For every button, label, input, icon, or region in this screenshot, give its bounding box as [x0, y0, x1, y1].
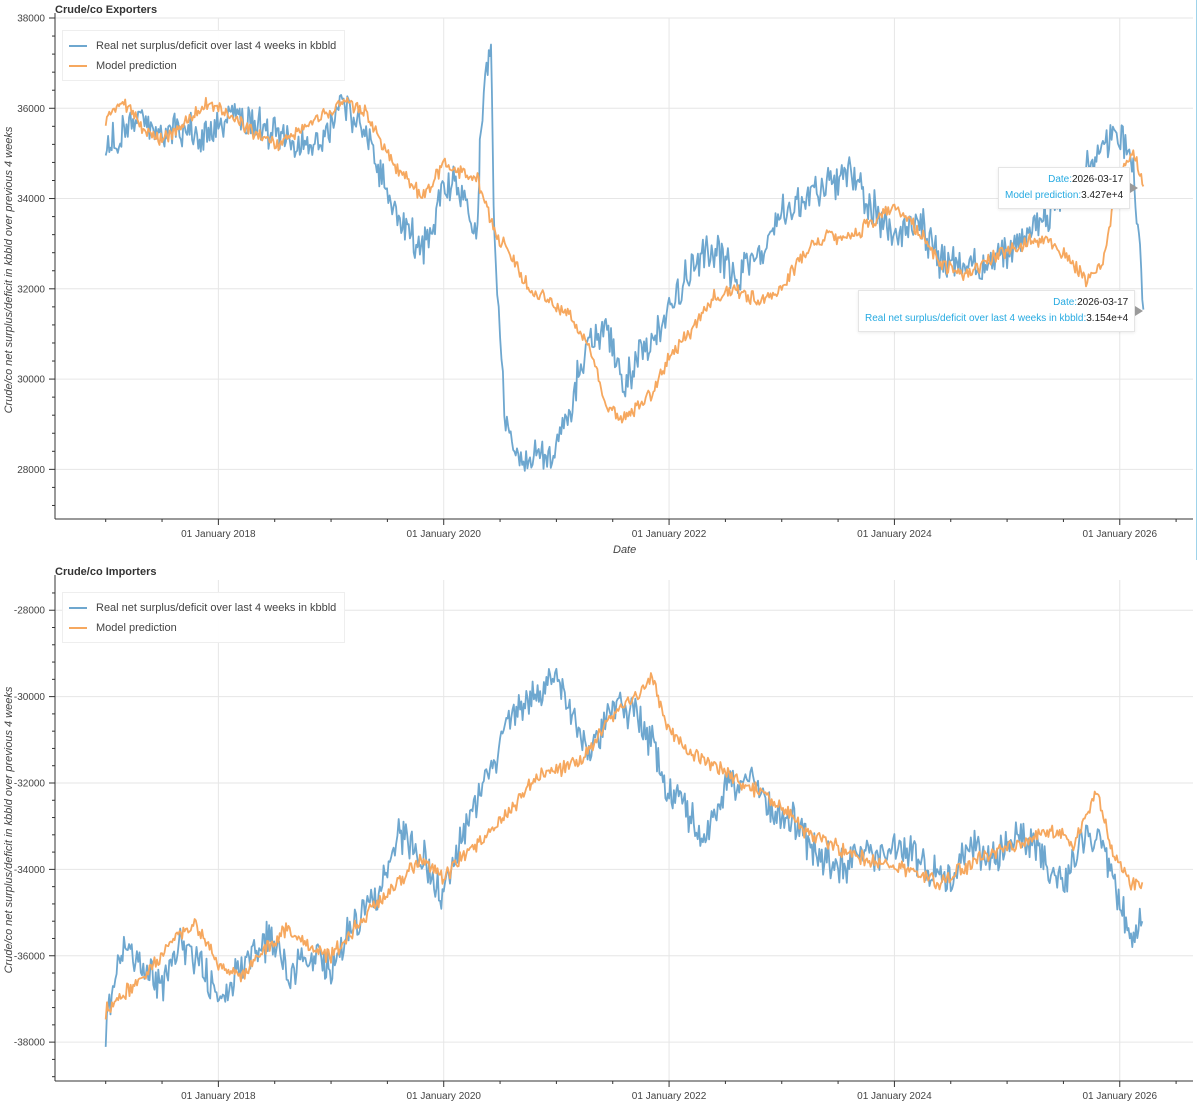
y-axis-label: Crude/co net surplus/deficit in kbbld ov… — [3, 686, 15, 974]
y-tick-label: -28000 — [14, 606, 46, 617]
tooltip-arrow — [1130, 183, 1139, 193]
y-tick-label: -38000 — [14, 1038, 46, 1049]
chart-title: Crude/co Importers — [55, 566, 157, 578]
legend-item-real[interactable]: Real net surplus/deficit over last 4 wee… — [69, 598, 336, 618]
series-line-model — [104, 672, 1144, 1020]
tooltip-model-prediction: Date:2026-03-17 Model prediction:3.427e+… — [998, 167, 1139, 209]
legend-label-real: Real net surplus/deficit over last 4 wee… — [96, 602, 337, 614]
legend-label-model: Model prediction — [96, 60, 177, 72]
importers-plot[interactable]: -38000 -36000 -34000 -32000 -30000 -28000 01 J… — [0, 562, 1199, 1107]
x-axis-label: Date — [613, 544, 637, 556]
x-tick-label: 01 January 2026 — [1083, 1091, 1158, 1102]
tooltip-real-surplus: Date:2026-03-17 Real net surplus/deficit… — [858, 290, 1144, 332]
tooltip-date-value: 2026-03-17 — [1077, 297, 1129, 308]
y-tick-label: 36000 — [17, 104, 45, 115]
legend-swatch-real — [69, 607, 87, 609]
exporters-chart-panel: Crude/co Exporters 28000 30000 32000 34000 3… — [0, 0, 1199, 562]
y-tick-label: 28000 — [17, 465, 45, 476]
y-tick-label: -30000 — [14, 692, 46, 703]
legend-item-model[interactable]: Model prediction — [69, 56, 336, 76]
y-tick-label: 34000 — [17, 194, 45, 205]
x-tick-label: 01 January 2024 — [857, 529, 932, 540]
x-tick-label: 01 January 2022 — [632, 1091, 707, 1102]
x-tick-label: 01 January 2018 — [181, 1091, 256, 1102]
chart-title: Crude/co Exporters — [55, 4, 158, 16]
y-tick-label: 30000 — [17, 375, 45, 386]
legend[interactable]: Real net surplus/deficit over last 4 wee… — [62, 592, 346, 643]
series-line-model — [104, 96, 1145, 424]
series-line-real — [104, 43, 1145, 472]
x-tick-label: 01 January 2024 — [857, 1091, 932, 1102]
legend-swatch-real — [69, 45, 87, 47]
legend-label-model: Model prediction — [96, 622, 177, 634]
legend-item-model[interactable]: Model prediction — [69, 618, 336, 638]
legend-item-real[interactable]: Real net surplus/deficit over last 4 wee… — [69, 36, 336, 56]
tooltip-date-key: Date: — [1048, 174, 1072, 185]
legend[interactable]: Real net surplus/deficit over last 4 wee… — [62, 30, 346, 81]
y-axis-label: Crude/co net surplus/deficit in kbbld ov… — [3, 126, 15, 414]
legend-swatch-model — [69, 65, 87, 67]
tooltip-date-key: Date: — [1053, 297, 1078, 308]
x-tick-label: 01 January 2020 — [406, 529, 481, 540]
exporters-plot[interactable]: 28000 30000 32000 34000 36000 38000 01 January… — [0, 0, 1199, 562]
x-tick-label: 01 January 2022 — [632, 529, 707, 540]
tooltip-series-key: Model prediction: — [1005, 190, 1082, 201]
x-tick-label: 01 January 2020 — [406, 1091, 481, 1102]
tooltip-date-value: 2026-03-17 — [1072, 174, 1124, 185]
importers-chart-panel: Crude/co Importers -38000 -36000 -34000 -32… — [0, 562, 1199, 1107]
x-tick-label: 01 January 2026 — [1083, 529, 1158, 540]
y-tick-label: -32000 — [14, 778, 46, 789]
tooltip-series-value: 3.427e+4 — [1081, 190, 1124, 201]
y-tick-label: -34000 — [14, 865, 46, 876]
y-tick-label: 38000 — [17, 14, 45, 25]
series-line-real — [104, 667, 1144, 1047]
legend-swatch-model — [69, 627, 87, 629]
x-tick-label: 01 January 2018 — [181, 529, 256, 540]
y-tick-label: 32000 — [17, 284, 45, 295]
tooltip-arrow — [1135, 306, 1144, 316]
y-tick-label: -36000 — [14, 951, 46, 962]
tooltip-series-value: 3.154e+4 — [1086, 313, 1129, 324]
tooltip-series-key: Real net surplus/deficit over last 4 wee… — [865, 313, 1087, 324]
panel-edge — [1196, 0, 1197, 560]
legend-label-real: Real net surplus/deficit over last 4 wee… — [96, 40, 337, 52]
